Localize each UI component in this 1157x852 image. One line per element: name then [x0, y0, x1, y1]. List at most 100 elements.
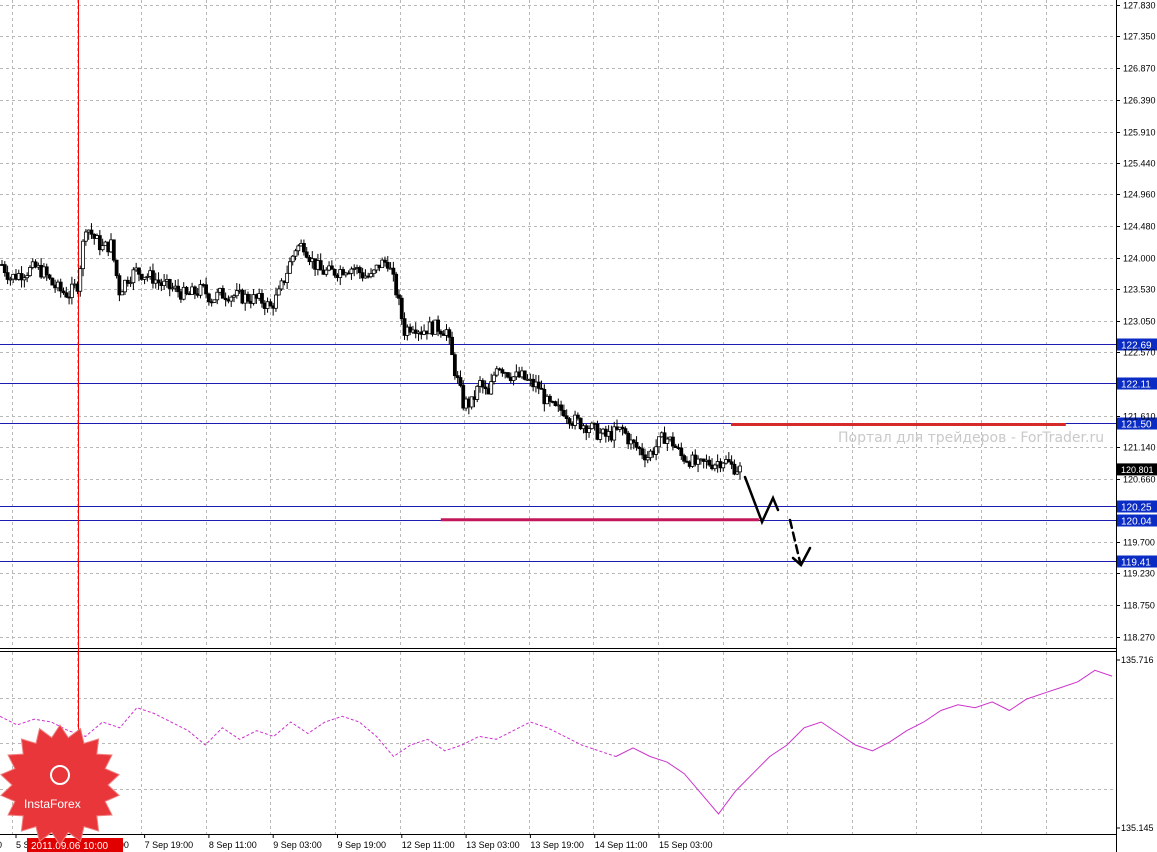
candle-bear	[458, 377, 463, 386]
indicator-line-dashed	[0, 707, 617, 758]
price-tick-label: 123.530	[1123, 285, 1156, 295]
price-tick-label: 123.050	[1123, 317, 1156, 327]
candle-bear	[268, 301, 273, 307]
candle-bear	[567, 418, 572, 425]
price-tick-label: 125.910	[1123, 128, 1156, 138]
candle-bull	[198, 284, 203, 296]
candle-bull	[738, 465, 742, 473]
candle-bear	[436, 319, 440, 332]
candle-bear	[461, 385, 466, 409]
candle-bull	[8, 278, 13, 281]
candle-bear	[620, 426, 625, 430]
candle-bear	[595, 423, 600, 440]
time-tick-label: 13 Sep 19:00	[530, 840, 584, 850]
candle-bear	[360, 272, 365, 279]
candle-bull	[349, 268, 354, 274]
candle-bear	[726, 459, 731, 463]
candle-bull	[212, 299, 217, 303]
arrow-head-2	[791, 546, 812, 567]
candle-bear	[114, 259, 119, 277]
price-tick-label: 125.440	[1123, 159, 1156, 169]
candle-bear	[450, 336, 454, 356]
candle-bear	[626, 432, 631, 445]
candle-bull	[162, 280, 167, 286]
price-tick-label: 122.570	[1123, 348, 1156, 358]
candle-bear	[634, 442, 639, 448]
candle-bear	[151, 270, 155, 284]
candle-bull	[494, 368, 499, 376]
candle-bear	[729, 461, 734, 465]
candle-bear	[548, 395, 552, 402]
candle-bear	[223, 297, 228, 301]
candle-bull	[81, 240, 85, 270]
candle-bear	[304, 251, 309, 258]
candle-bear	[640, 448, 645, 456]
candle-bear	[184, 286, 189, 295]
panel-frame	[0, 0, 1117, 852]
time-edge-label: 0	[0, 840, 2, 850]
candle-bear	[318, 260, 323, 271]
candle-bear	[156, 279, 161, 284]
drawn-segments	[440, 423, 1066, 522]
time-tick-label: 12 Sep 11:00	[402, 840, 455, 850]
candle-bear	[452, 354, 457, 377]
candle-bear	[47, 274, 52, 279]
indicator-axis: 135.716 135.145	[1116, 655, 1154, 833]
time-tick-label: 7 Sep 19:00	[145, 840, 194, 850]
price-tick-label: 119.700	[1123, 538, 1155, 548]
indicator-tick-label: 135.716	[1121, 655, 1154, 665]
candle-bear	[385, 261, 390, 269]
candle-bull	[657, 436, 661, 448]
candle-bull	[721, 462, 726, 469]
level-label: 122.11	[1121, 380, 1151, 391]
candle-bear	[302, 243, 306, 253]
candle-bear	[61, 290, 66, 294]
candle-bear	[707, 459, 712, 466]
candle-bear	[176, 285, 181, 293]
price-tick-label: 121.610	[1123, 412, 1156, 422]
candle-bear	[58, 281, 63, 292]
candle-bull	[123, 279, 127, 293]
candle-bull	[120, 291, 125, 296]
candle-bear	[117, 275, 122, 296]
candle-bear	[536, 381, 541, 389]
crosshair-date: 2011.09.06 10:00	[31, 841, 109, 852]
price-tick-label: 119.230	[1123, 569, 1155, 579]
indicator-line-solid	[615, 669, 1113, 815]
candle-bull	[83, 231, 88, 242]
candle-bull	[290, 255, 295, 263]
price-tick-label: 118.750	[1123, 601, 1155, 611]
candle-bear	[167, 279, 172, 289]
candle-bull	[371, 269, 376, 275]
price-tick-label: 118.270	[1123, 633, 1155, 643]
candle-bull	[293, 250, 298, 257]
candle-bull	[589, 422, 594, 429]
level-badge	[1117, 514, 1157, 527]
candle-bear	[500, 369, 505, 374]
candle-bear	[89, 229, 94, 235]
candle-bear	[5, 272, 10, 280]
candle-bull	[735, 471, 740, 475]
candle-bull	[131, 269, 136, 284]
candle-bull	[22, 277, 27, 281]
time-tick-label: 15 Sep 03:00	[659, 840, 713, 850]
candle-bull	[598, 432, 603, 440]
level-badge	[1117, 500, 1157, 513]
time-tick-label: 8 Sep 11:00	[209, 840, 257, 850]
candle-bear	[438, 330, 443, 335]
level-label: 121.50	[1121, 420, 1152, 431]
candle-bear	[679, 447, 684, 457]
indicator-series	[0, 669, 1113, 815]
price-tick-label: 124.000	[1123, 254, 1156, 264]
candle-bull	[380, 259, 385, 269]
candle-bull	[587, 428, 591, 434]
candle-bear	[391, 267, 396, 275]
candle-bear	[682, 455, 686, 462]
candle-bull	[170, 287, 175, 290]
candle-bear	[522, 370, 527, 380]
candle-bear	[637, 446, 642, 450]
candle-bull	[696, 458, 700, 465]
crosshair-time-label: 2011.09.06 10:00	[27, 838, 123, 852]
candle-bear	[561, 409, 566, 417]
price-tick-label: 121.140	[1123, 443, 1156, 453]
